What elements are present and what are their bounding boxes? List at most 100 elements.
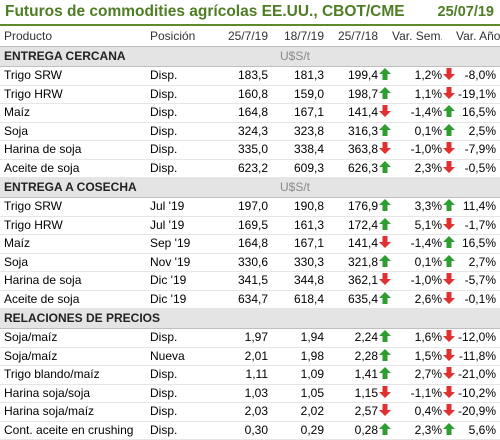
product-cell: Trigo HRW [0, 216, 150, 235]
week-change-cell: 1,6% [392, 328, 442, 348]
week-trend-indicator [442, 271, 456, 291]
year-change-cell: 16,5% [456, 234, 500, 254]
week-change-cell: 2,3% [392, 421, 442, 440]
col-week-change: Var. Sem. [392, 27, 442, 47]
price-week-ago-cell: 1,98 [268, 347, 324, 366]
futures-table: Producto Posición 25/7/19 18/7/19 25/7/1… [0, 27, 500, 440]
position-cell: Disp. [150, 365, 212, 385]
product-cell: Trigo SRW [0, 197, 150, 217]
arrow-up-icon [443, 422, 455, 435]
arrow-down-icon [443, 273, 455, 285]
arrow-down-icon [443, 86, 455, 99]
year-change-cell: -20,9% [456, 402, 500, 422]
week-change-cell: 0,1% [392, 253, 442, 272]
report-title: Futuros de commodities agrícolas EE.UU.,… [5, 3, 405, 20]
year-trend-indicator [378, 197, 392, 217]
product-cell: Maíz [0, 103, 150, 123]
year-change-cell: -5,7% [456, 271, 500, 291]
arrow-up-icon [379, 160, 391, 173]
price-week-ago-cell: 344,8 [268, 271, 324, 291]
arrow-down-icon [443, 68, 455, 80]
product-cell: Harina soja/soja [0, 384, 150, 403]
week-trend-indicator [442, 85, 456, 104]
price-week-ago-cell: 190,8 [268, 197, 324, 217]
section-spacer [378, 177, 500, 198]
week-change-cell: -1,0% [392, 140, 442, 160]
week-trend-indicator [442, 66, 456, 86]
table-row: Aceite de soja Disp. 623,2 609,3 626,3 2,3% -0… [0, 159, 500, 178]
header-spacer [442, 27, 456, 47]
price-year-ago-cell: 176,9 [324, 197, 378, 217]
section-header: ENTREGA A COSECHA U$S/t [0, 177, 500, 198]
year-trend-indicator [378, 122, 392, 141]
week-change-cell: 2,6% [392, 290, 442, 309]
price-year-ago-cell: 141,4 [324, 234, 378, 254]
year-trend-indicator [378, 140, 392, 160]
price-current-cell: 1,97 [212, 328, 268, 348]
year-change-cell: -21,0% [456, 365, 500, 385]
title-bar: Futuros de commodities agrícolas EE.UU.,… [0, 0, 500, 26]
table-row: Trigo blando/maíz Disp. 1,11 1,09 1,41 2,7% -2… [0, 365, 500, 385]
year-change-cell: -8,0% [456, 66, 500, 86]
week-trend-indicator [442, 253, 456, 272]
col-year-change: Var. Año [456, 27, 500, 47]
price-week-ago-cell: 323,8 [268, 122, 324, 141]
price-current-cell: 324,3 [212, 122, 268, 141]
arrow-down-icon [443, 217, 455, 230]
position-cell: Disp. [150, 66, 212, 86]
year-change-cell: -12,0% [456, 328, 500, 348]
year-trend-indicator [378, 347, 392, 366]
year-trend-indicator [378, 384, 392, 403]
year-trend-indicator [378, 290, 392, 309]
price-year-ago-cell: 2,24 [324, 328, 378, 348]
price-year-ago-cell: 2,28 [324, 347, 378, 366]
year-change-cell: -0,5% [456, 159, 500, 178]
table-row: Harina de soja Dic '19 341,5 344,8 362,1 -1,0… [0, 271, 500, 291]
position-cell: Nov '19 [150, 253, 212, 272]
price-week-ago-cell: 161,3 [268, 216, 324, 235]
price-year-ago-cell: 362,1 [324, 271, 378, 291]
year-change-cell: 5,6% [456, 421, 500, 440]
arrow-up-icon [443, 105, 455, 117]
section-header: ENTREGA CERCANA U$S/t [0, 46, 500, 67]
table-row: Soja Disp. 324,3 323,8 316,3 0,1% 2,5% [0, 122, 500, 141]
arrow-up-icon [379, 422, 391, 435]
price-week-ago-cell: 330,3 [268, 253, 324, 272]
product-cell: Soja [0, 122, 150, 141]
position-cell: Disp. [150, 140, 212, 160]
price-current-cell: 169,5 [212, 216, 268, 235]
arrow-up-icon [379, 86, 391, 99]
year-change-cell: 2,7% [456, 253, 500, 272]
arrow-up-icon [379, 199, 391, 211]
week-change-cell: -1,0% [392, 271, 442, 291]
week-change-cell: 0,4% [392, 402, 442, 422]
week-change-cell: 2,3% [392, 159, 442, 178]
arrow-down-icon [379, 142, 391, 154]
price-current-cell: 197,0 [212, 197, 268, 217]
position-cell: Disp. [150, 328, 212, 348]
position-cell: Dic '19 [150, 290, 212, 309]
year-change-cell: -0,1% [456, 290, 500, 309]
arrow-down-icon [443, 160, 455, 173]
table-row: Soja/maíz Nueva 2,01 1,98 2,28 1,5% -11,8% [0, 347, 500, 366]
table-row: Trigo SRW Jul '19 197,0 190,8 176,9 3,3% 11,4% [0, 197, 500, 217]
price-week-ago-cell: 618,4 [268, 290, 324, 309]
price-year-ago-cell: 172,4 [324, 216, 378, 235]
position-cell: Disp. [150, 159, 212, 178]
price-week-ago-cell: 1,09 [268, 365, 324, 385]
arrow-up-icon [379, 254, 391, 267]
week-trend-indicator [442, 159, 456, 178]
price-year-ago-cell: 199,4 [324, 66, 378, 86]
section-unit: U$S/t [212, 177, 378, 198]
product-cell: Harina soja/maíz [0, 402, 150, 422]
year-trend-indicator [378, 421, 392, 440]
section-spacer [378, 46, 500, 67]
section-title: ENTREGA CERCANA [0, 46, 212, 67]
arrow-down-icon [443, 367, 455, 379]
year-trend-indicator [378, 328, 392, 348]
price-year-ago-cell: 198,7 [324, 85, 378, 104]
week-trend-indicator [442, 421, 456, 440]
year-trend-indicator [378, 365, 392, 385]
price-current-cell: 183,5 [212, 66, 268, 86]
price-current-cell: 1,03 [212, 384, 268, 403]
